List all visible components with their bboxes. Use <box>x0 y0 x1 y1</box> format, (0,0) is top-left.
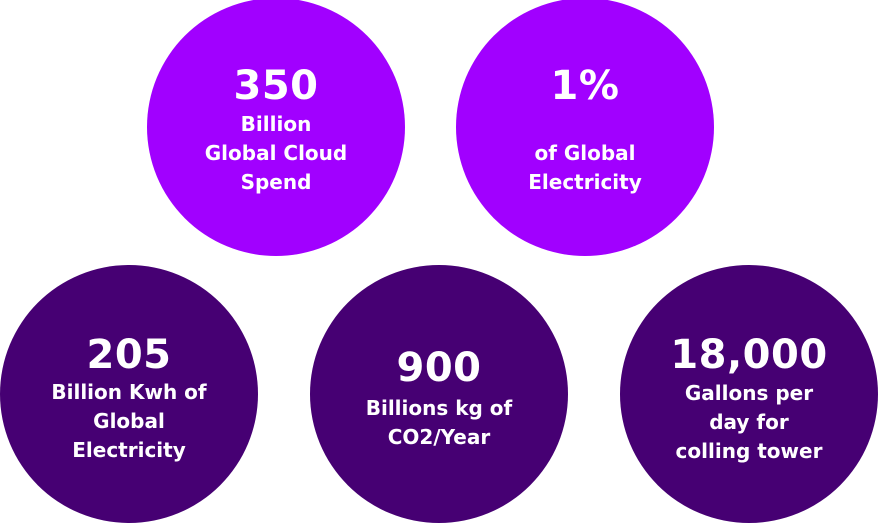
stat-circle-cloud-spend: 350 Billion Global Cloud Spend <box>147 0 405 256</box>
stat-circle-kwh: 205 Billion Kwh of Global Electricity <box>0 265 258 523</box>
stat-value: 900 <box>396 345 482 391</box>
stat-circle-electricity-share: 1% of Global Electricity <box>456 0 714 256</box>
stat-label: Billion Global Cloud Spend <box>204 112 348 194</box>
stat-value: 1% <box>550 63 620 109</box>
stat-value: 205 <box>86 332 172 378</box>
stat-value: 18,000 <box>670 332 828 378</box>
stat-label: Gallons per day for colling tower <box>675 381 823 463</box>
stat-value: 350 <box>233 63 319 109</box>
stat-label: Billion Kwh of Global Electricity <box>51 380 207 462</box>
stat-circle-co2: 900 Billions kg of CO2/Year <box>310 265 568 523</box>
stat-label: of Global Electricity <box>528 141 642 194</box>
stat-label: Billions kg of CO2/Year <box>365 396 513 449</box>
stat-circle-water: 18,000 Gallons per day for colling tower <box>620 265 878 523</box>
